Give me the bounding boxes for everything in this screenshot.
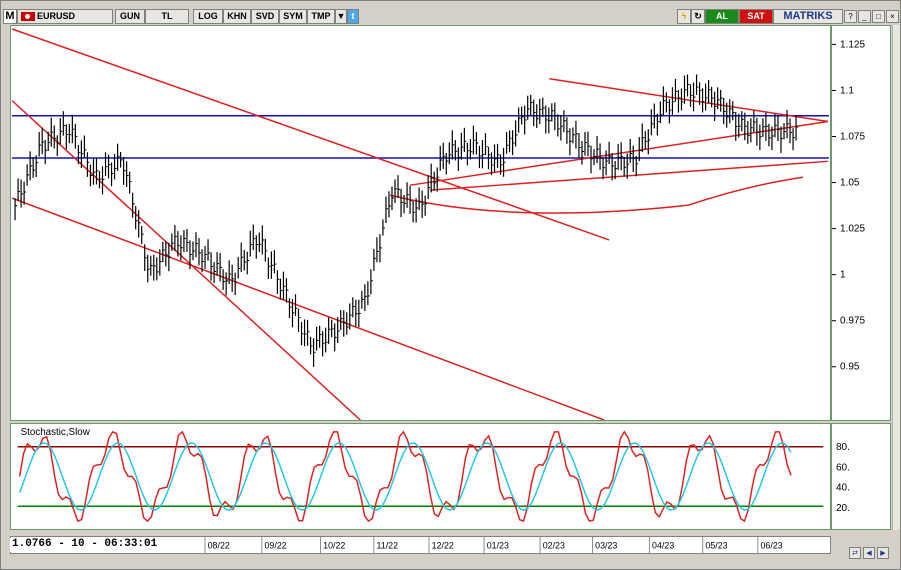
price-axis: 0.95 0.975 1 1.025 1.05 1.075 1.1 1.125 xyxy=(831,25,891,421)
stochastic-level-label: 80. xyxy=(836,442,850,453)
sync-icon[interactable]: ⇄ xyxy=(849,547,861,559)
price-tick-label: 1.1 xyxy=(840,85,854,96)
date-label: 01/23 xyxy=(487,541,509,551)
minimize-icon[interactable]: _ xyxy=(858,9,871,23)
symbol-selector[interactable]: EURUSD xyxy=(17,8,113,24)
refresh-icon[interactable]: ↻ xyxy=(691,8,705,24)
date-label: 03/23 xyxy=(595,541,617,551)
price-tick-label: 1.025 xyxy=(840,224,865,235)
flag-icon xyxy=(21,11,35,21)
svd-button[interactable]: SVD xyxy=(251,8,279,24)
trend-channel-line xyxy=(11,197,605,420)
stochastic-level-label: 60. xyxy=(836,462,850,473)
trend-channel-line xyxy=(11,28,610,241)
moving-average-line xyxy=(389,176,804,214)
price-tick-label: 1 xyxy=(840,270,846,281)
scroll-right-icon[interactable]: ▶ xyxy=(877,547,889,559)
indicator-title: Stochastic,Slow xyxy=(21,427,91,438)
date-label: 04/23 xyxy=(652,541,674,551)
trend-channel-line xyxy=(429,160,828,191)
tmp-button[interactable]: TMP xyxy=(307,8,335,24)
sym-button[interactable]: SYM xyxy=(279,8,307,24)
toolbar: M EURUSD GUN TL LOG KHN SVD SYM TMP ▼ t … xyxy=(3,8,899,24)
date-label: 12/22 xyxy=(432,541,454,551)
period-daily-button[interactable]: GUN xyxy=(115,8,145,24)
trend-channel-line xyxy=(11,100,361,420)
trend-channel-line xyxy=(409,120,829,186)
stochastic-k-line xyxy=(18,430,792,523)
price-chart[interactable] xyxy=(10,25,831,421)
price-tick-label: 1.05 xyxy=(840,178,860,189)
stochastic-level-label: 40. xyxy=(836,483,850,494)
date-label: 08/22 xyxy=(208,541,230,551)
price-tick-label: 1.125 xyxy=(840,39,865,50)
date-label: 02/23 xyxy=(543,541,565,551)
date-label: 11/22 xyxy=(377,541,399,551)
lightning-icon[interactable]: ϟ xyxy=(677,8,691,24)
log-button[interactable]: LOG xyxy=(193,8,223,24)
stochastic-axis: 80. 60. 40. 20. xyxy=(831,423,891,530)
sell-button[interactable]: SAT xyxy=(739,8,773,24)
trend-channel-line xyxy=(549,77,829,123)
twitter-icon[interactable]: t xyxy=(347,8,359,24)
buy-button[interactable]: AL xyxy=(705,8,739,24)
matriks-logo-button[interactable]: M xyxy=(3,8,17,24)
help-icon[interactable]: ? xyxy=(844,9,857,23)
price-tick-label: 1.075 xyxy=(840,132,865,143)
date-label: 10/22 xyxy=(323,541,345,551)
stochastic-chart[interactable]: Stochastic,Slow xyxy=(10,423,831,530)
khn-button[interactable]: KHN xyxy=(223,8,251,24)
date-label: 09/22 xyxy=(265,541,287,551)
navigation-buttons: ⇄ ◀ ▶ xyxy=(849,547,889,559)
price-tick-label: 0.95 xyxy=(840,362,860,373)
price-tick-label: 0.975 xyxy=(840,316,865,327)
stochastic-d-line xyxy=(18,442,792,512)
vertical-scrollbar[interactable] xyxy=(892,25,900,530)
currency-tl-button[interactable]: TL xyxy=(145,8,189,24)
symbol-label: EURUSD xyxy=(37,11,76,21)
brand-label: MATRIKS xyxy=(773,8,843,24)
date-label: 06/23 xyxy=(761,541,783,551)
date-axis: 08/22 09/22 10/22 11/22 12/22 01/23 02/23 03/23… xyxy=(10,536,831,554)
dropdown-icon[interactable]: ▼ xyxy=(335,8,347,24)
maximize-icon[interactable]: □ xyxy=(872,9,885,23)
date-label: 05/23 xyxy=(705,541,727,551)
stochastic-level-label: 20. xyxy=(836,503,850,514)
close-icon[interactable]: × xyxy=(886,9,899,23)
cursor-status: 1.0766 - 10 - 06:33:01 xyxy=(10,538,160,552)
scroll-left-icon[interactable]: ◀ xyxy=(863,547,875,559)
